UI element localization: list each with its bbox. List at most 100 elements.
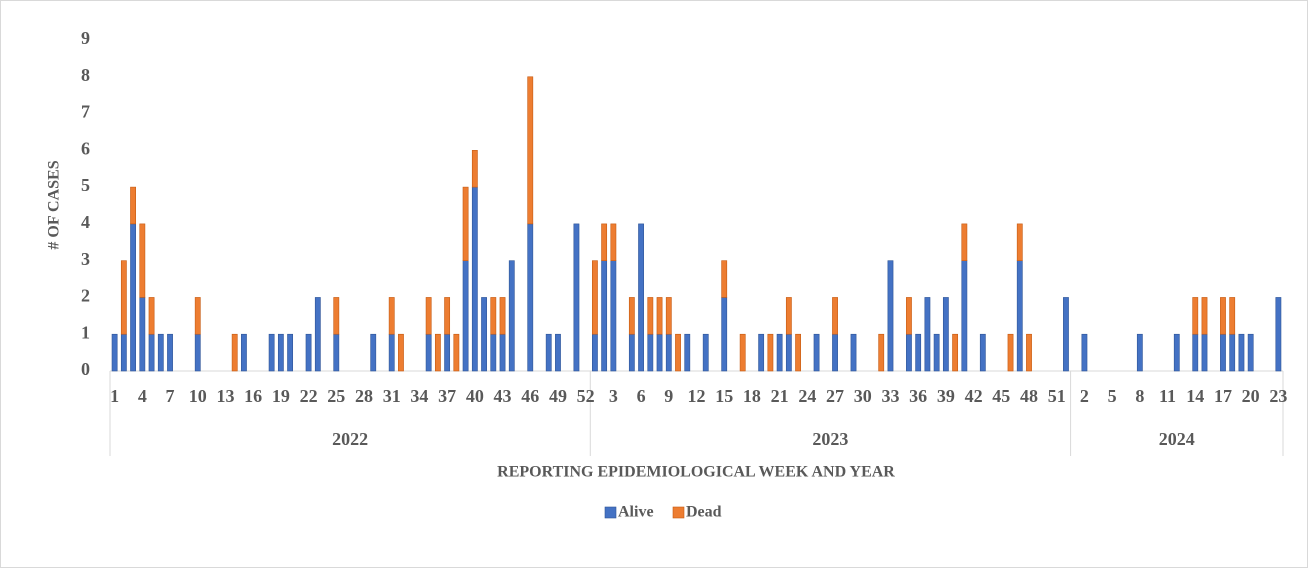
bar-segment xyxy=(111,333,118,372)
legend-label: Alive xyxy=(618,504,654,521)
bar-segment xyxy=(555,333,561,372)
x-tick-label: 11 xyxy=(1159,386,1176,406)
bar-segment xyxy=(776,333,783,372)
bar-segment xyxy=(462,260,469,372)
bar-segment xyxy=(906,297,912,335)
bar-segment xyxy=(444,333,451,372)
x-tick-label: 28 xyxy=(355,386,373,406)
bar-segment xyxy=(388,297,395,335)
bar-segment xyxy=(490,333,497,372)
bar-segment xyxy=(1081,333,1088,372)
x-tick-label: 14 xyxy=(1186,386,1204,406)
bar-segment xyxy=(305,333,312,372)
bar-segment xyxy=(120,333,127,372)
x-tick-label: 27 xyxy=(826,386,844,406)
x-tick-label: 43 xyxy=(494,386,512,406)
x-tick-label: 10 xyxy=(189,386,207,406)
bar-segment xyxy=(333,297,340,335)
bar-segment xyxy=(194,297,201,335)
x-tick-label: 20 xyxy=(1242,386,1260,406)
x-tick-label: 42 xyxy=(965,386,983,406)
x-axis-title: REPORTING EPIDEMIOLOGICAL WEEK AND YEAR xyxy=(497,464,895,481)
bar-segment xyxy=(398,333,404,372)
x-tick-label: 52 xyxy=(577,386,595,406)
bar-segment xyxy=(979,333,986,372)
bar-segment xyxy=(277,333,284,372)
x-tick-label: 13 xyxy=(216,386,234,406)
x-tick-label: 3 xyxy=(609,386,618,406)
bar-segment xyxy=(333,333,340,372)
legend-swatch xyxy=(672,506,685,519)
y-tick-label: 8 xyxy=(81,65,90,85)
group-label: 2024 xyxy=(1159,429,1195,449)
bar-segment xyxy=(739,333,746,372)
x-tick-label: 40 xyxy=(466,386,484,406)
bar-segment xyxy=(1192,333,1199,372)
bar-segment xyxy=(1016,260,1023,372)
bar-segment xyxy=(961,260,968,372)
bar-segment xyxy=(1173,333,1180,372)
x-tick-label: 24 xyxy=(798,386,816,406)
bar-segment xyxy=(1229,333,1236,372)
x-tick-label: 48 xyxy=(1020,386,1038,406)
bar-segment xyxy=(887,260,894,372)
bar-segment xyxy=(1201,333,1208,372)
bar-segment xyxy=(139,223,146,298)
x-tick-label: 21 xyxy=(771,386,789,406)
bar-segment xyxy=(1201,297,1208,335)
bar-segment xyxy=(287,333,294,372)
y-tick-label: 7 xyxy=(81,102,90,122)
bar-segment xyxy=(675,333,681,372)
bar-segment xyxy=(702,333,709,372)
bar-segment xyxy=(924,297,931,372)
bar-segment xyxy=(795,333,801,372)
y-tick-label: 0 xyxy=(81,359,90,379)
bar-segment xyxy=(1247,333,1254,372)
bar-segment xyxy=(850,333,857,372)
bar-segment xyxy=(592,333,598,372)
x-tick-label: 36 xyxy=(909,386,927,406)
group-label: 2023 xyxy=(812,429,848,449)
x-tick-label: 37 xyxy=(438,386,456,406)
bar-segment xyxy=(167,333,173,372)
bar-segment xyxy=(601,223,608,261)
x-tick-label: 9 xyxy=(664,386,673,406)
x-tick-label: 23 xyxy=(1269,386,1287,406)
bar-segment xyxy=(453,333,460,372)
bar-segment xyxy=(130,223,136,372)
x-tick-label: 12 xyxy=(688,386,706,406)
bar-segment xyxy=(499,333,506,372)
bar-segment xyxy=(610,223,617,261)
bar-segment xyxy=(601,260,608,372)
bar-segment xyxy=(638,223,644,372)
bar-segment xyxy=(1007,333,1014,372)
bar-segment xyxy=(573,223,580,372)
bar-segment xyxy=(721,260,728,298)
bar-segment xyxy=(656,333,663,372)
bar-segment xyxy=(490,297,497,335)
bar-segment xyxy=(148,297,155,335)
group-label: 2022 xyxy=(332,429,368,449)
y-axis-title: # OF CASES xyxy=(46,160,63,249)
bar-segment xyxy=(1063,297,1069,372)
bar-segment xyxy=(1192,297,1199,335)
bar-segment xyxy=(1016,223,1023,261)
bar-segment xyxy=(1220,333,1226,372)
bar-segment xyxy=(148,333,155,372)
x-tick-label: 39 xyxy=(937,386,955,406)
bar-segment xyxy=(157,333,164,372)
x-tick-label: 49 xyxy=(549,386,567,406)
bar-segment xyxy=(933,333,940,372)
bar-segment xyxy=(656,297,663,335)
bar-segment xyxy=(268,333,275,372)
bar-segment xyxy=(832,333,838,372)
bar-segment xyxy=(785,297,792,335)
bar-segment xyxy=(684,333,691,372)
x-tick-label: 17 xyxy=(1214,386,1232,406)
bar-segment xyxy=(1220,297,1226,335)
bar-segment xyxy=(425,297,432,335)
bar-segment xyxy=(120,260,127,335)
